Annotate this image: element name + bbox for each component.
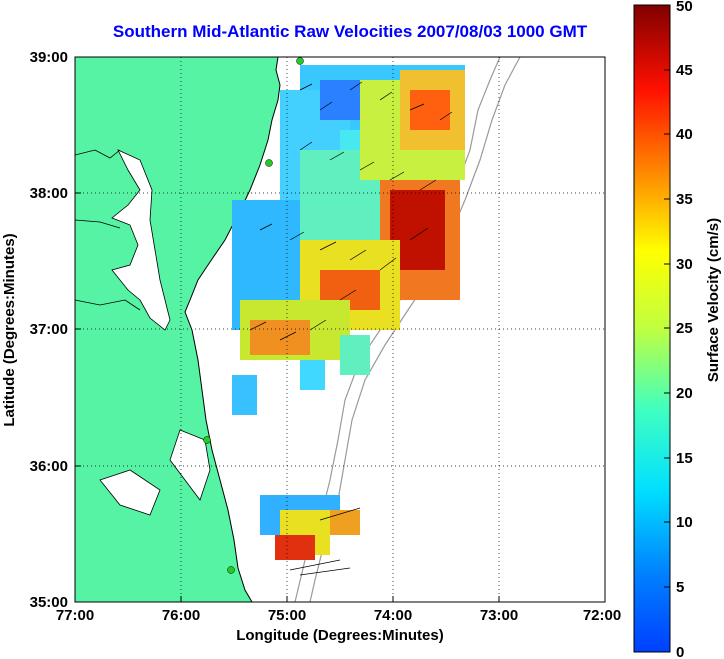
x-tick-label: 77:00 [56, 607, 94, 624]
river-3 [75, 299, 141, 311]
colorbar-tick-label: 0 [676, 644, 684, 659]
colorbar-tick-label: 30 [676, 256, 693, 273]
colorbar-tick-label: 10 [676, 514, 693, 531]
colorbar-label: Surface Velocity (cm/s) [705, 218, 722, 382]
tick-marks [75, 192, 500, 602]
river-2 [75, 219, 121, 229]
sound-2 [99, 469, 161, 516]
y-tick-labels: 39:00 38:00 37:00 36:00 35:00 [30, 49, 68, 611]
coastline [184, 57, 281, 602]
colorbar-tick-label: 40 [676, 126, 693, 143]
x-tick-labels: 77:00 76:00 75:00 74:00 73:00 72:00 [56, 607, 621, 624]
station-marker [265, 159, 273, 167]
colorbar-tick-label: 50 [676, 0, 693, 15]
y-tick-label: 39:00 [30, 49, 68, 66]
x-tick-label: 74:00 [374, 607, 412, 624]
chesapeake-bay [111, 149, 171, 331]
y-tick-label: 38:00 [30, 185, 68, 202]
colorbar-tick-label: 25 [676, 320, 693, 337]
x-axis-label: Longitude (Degrees:Minutes) [236, 627, 444, 644]
station-marker [227, 566, 235, 574]
map-title: Southern Mid-Atlantic Raw Velocities 200… [112, 22, 588, 41]
y-axis-label: Latitude (Degrees:Minutes) [1, 233, 18, 426]
station-marker [296, 57, 304, 65]
y-tick-label: 36:00 [30, 458, 68, 475]
velocity-field [232, 65, 465, 560]
y-tick-label: 37:00 [30, 321, 68, 338]
radar-stations [203, 57, 304, 574]
velocity-vectors [249, 81, 453, 576]
colorbar-ticks [664, 69, 670, 588]
colorbar-tick-label: 5 [676, 579, 684, 596]
colorbar-tick-label: 20 [676, 385, 693, 402]
grid-lines [75, 57, 605, 602]
colorbar-tick-label: 35 [676, 191, 693, 208]
y-tick-label: 35:00 [30, 594, 68, 611]
x-tick-label: 75:00 [268, 607, 306, 624]
x-tick-label: 76:00 [162, 607, 200, 624]
station-marker [203, 436, 211, 444]
colorbar: 50 45 40 35 30 25 20 15 10 5 0 Surface V… [633, 0, 722, 659]
x-tick-label: 73:00 [480, 607, 518, 624]
colorbar-tick-label: 45 [676, 62, 693, 79]
colorbar-tick-label: 15 [676, 450, 693, 467]
x-tick-label: 72:00 [583, 607, 621, 624]
peninsula [150, 57, 278, 300]
river-1 [75, 149, 121, 159]
